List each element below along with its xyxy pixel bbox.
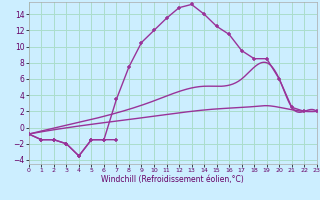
X-axis label: Windchill (Refroidissement éolien,°C): Windchill (Refroidissement éolien,°C): [101, 175, 244, 184]
